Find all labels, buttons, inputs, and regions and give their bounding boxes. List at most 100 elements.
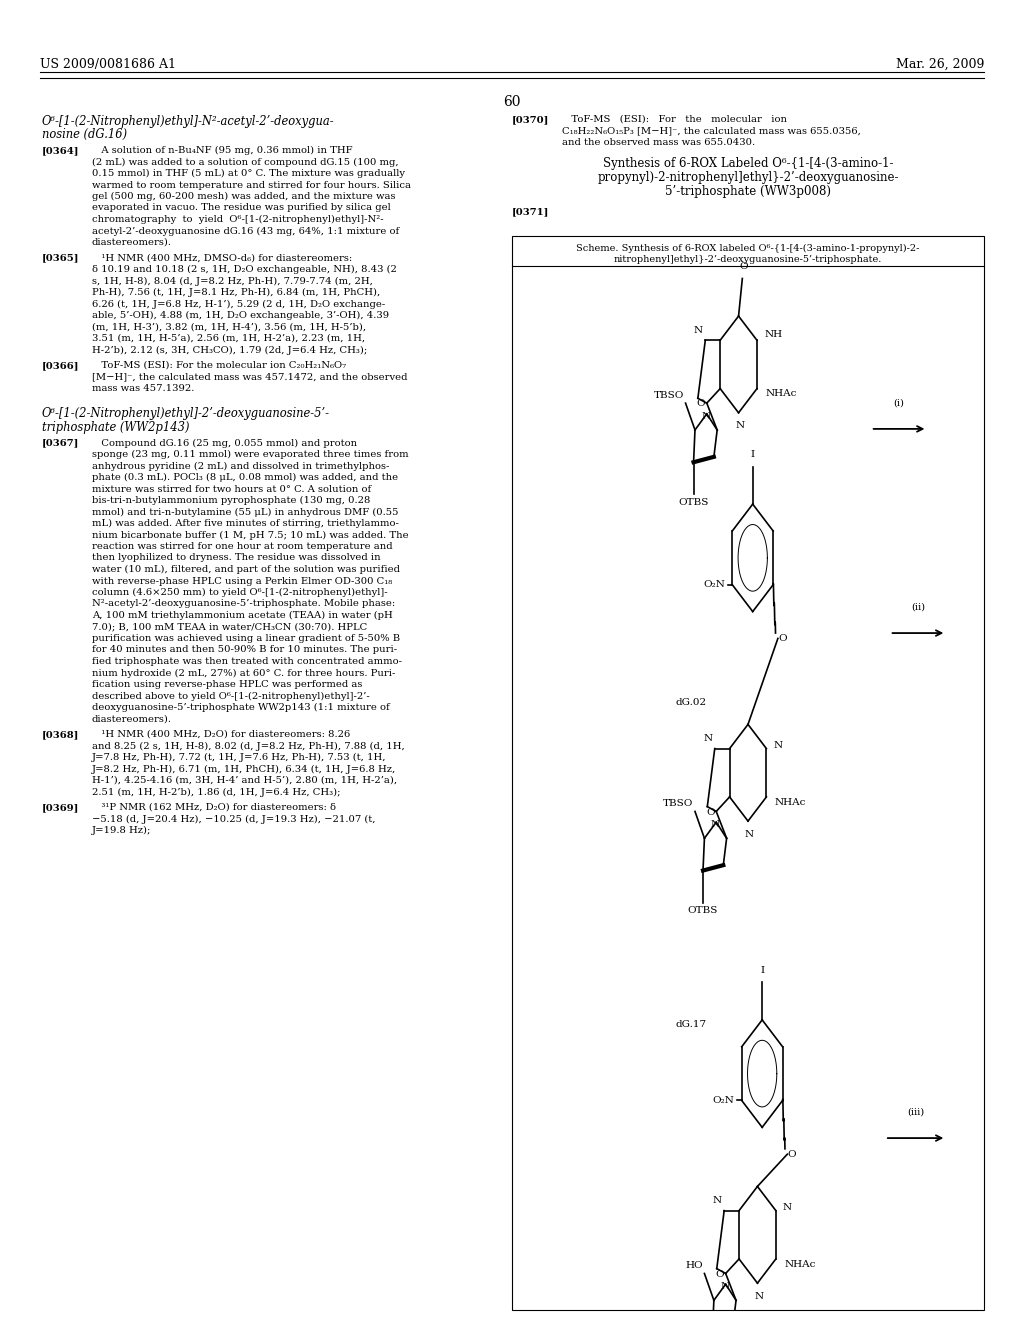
Text: water (10 mL), filtered, and part of the solution was purified: water (10 mL), filtered, and part of the… (92, 565, 400, 574)
Text: propynyl)-2-nitrophenyl]ethyl}-2’-deoxyguanosine-: propynyl)-2-nitrophenyl]ethyl}-2’-deoxyg… (597, 172, 899, 185)
Text: 2.51 (m, 1H, H-2’b), 1.86 (d, 1H, J=6.4 Hz, CH₃);: 2.51 (m, 1H, H-2’b), 1.86 (d, 1H, J=6.4 … (92, 788, 341, 797)
Text: TBSO: TBSO (653, 391, 684, 400)
Text: [0367]: [0367] (42, 438, 80, 447)
Text: [0368]: [0368] (42, 730, 80, 739)
Text: N: N (744, 830, 754, 838)
Text: able, 5’-OH), 4.88 (m, 1H, D₂O exchangeable, 3’-OH), 4.39: able, 5’-OH), 4.88 (m, 1H, D₂O exchangea… (92, 312, 389, 321)
Text: [0371]: [0371] (512, 207, 549, 216)
Text: OTBS: OTBS (678, 498, 709, 507)
Text: A solution of n-Bu₄NF (95 mg, 0.36 mmol) in THF: A solution of n-Bu₄NF (95 mg, 0.36 mmol)… (92, 147, 352, 156)
Text: diastereomers).: diastereomers). (92, 238, 172, 247)
Text: dG.02: dG.02 (676, 697, 707, 706)
Text: deoxyguanosine-5’-triphosphate WW2p143 (1:1 mixture of: deoxyguanosine-5’-triphosphate WW2p143 (… (92, 704, 390, 711)
Text: Ph-H), 7.56 (t, 1H, J=8.1 Hz, Ph-H), 6.84 (m, 1H, PhCH),: Ph-H), 7.56 (t, 1H, J=8.1 Hz, Ph-H), 6.8… (92, 288, 380, 297)
Text: diastereomers).: diastereomers). (92, 714, 172, 723)
Text: [0369]: [0369] (42, 803, 80, 812)
Text: [0366]: [0366] (42, 360, 80, 370)
Text: [0370]: [0370] (512, 115, 549, 124)
Text: s, 1H, H-8), 8.04 (d, J=8.2 Hz, Ph-H), 7.79-7.74 (m, 2H,: s, 1H, H-8), 8.04 (d, J=8.2 Hz, Ph-H), 7… (92, 276, 373, 285)
Text: dG.17: dG.17 (676, 1020, 707, 1028)
Text: mass was 457.1392.: mass was 457.1392. (92, 384, 195, 393)
Text: evaporated in vacuo. The residue was purified by silica gel: evaporated in vacuo. The residue was pur… (92, 203, 391, 213)
Text: 60: 60 (503, 95, 521, 110)
Text: 7.0); B, 100 mM TEAA in water/CH₃CN (30:70). HPLC: 7.0); B, 100 mM TEAA in water/CH₃CN (30:… (92, 623, 368, 631)
FancyBboxPatch shape (512, 235, 984, 1309)
Text: warmed to room temperature and stirred for four hours. Silica: warmed to room temperature and stirred f… (92, 181, 411, 190)
Text: 5’-triphosphate (WW3p008): 5’-triphosphate (WW3p008) (665, 186, 831, 198)
Text: ¹H NMR (400 MHz, D₂O) for diastereomers: 8.26: ¹H NMR (400 MHz, D₂O) for diastereomers:… (92, 730, 350, 739)
Text: NHAc: NHAc (775, 797, 806, 807)
Text: O: O (696, 400, 706, 408)
Text: Mar. 26, 2009: Mar. 26, 2009 (896, 58, 984, 71)
Text: N: N (701, 412, 711, 421)
Text: acetyl-2’-deoxyguanosine dG.16 (43 mg, 64%, 1:1 mixture of: acetyl-2’-deoxyguanosine dG.16 (43 mg, 6… (92, 227, 399, 236)
Text: (iii): (iii) (907, 1107, 924, 1117)
Text: column (4.6×250 mm) to yield O⁶-[1-(2-nitrophenyl)ethyl]-: column (4.6×250 mm) to yield O⁶-[1-(2-ni… (92, 587, 388, 597)
Text: O: O (716, 1270, 724, 1279)
Text: O: O (778, 634, 787, 643)
Text: Synthesis of 6-ROX Labeled O⁶-{1-[4-(3-amino-1-: Synthesis of 6-ROX Labeled O⁶-{1-[4-(3-a… (603, 157, 893, 170)
Text: O: O (739, 261, 748, 271)
Text: O: O (787, 1150, 797, 1159)
Text: A, 100 mM triethylammonium acetate (TEAA) in water (pH: A, 100 mM triethylammonium acetate (TEAA… (92, 611, 393, 620)
Text: HO: HO (685, 1261, 703, 1270)
Text: ¹H NMR (400 MHz, DMSO-d₆) for diastereomers:: ¹H NMR (400 MHz, DMSO-d₆) for diastereom… (92, 253, 352, 263)
Text: ToF-MS   (ESI):   For   the   molecular   ion: ToF-MS (ESI): For the molecular ion (562, 115, 787, 124)
Text: 6.26 (t, 1H, J=6.8 Hz, H-1’), 5.29 (2 d, 1H, D₂O exchange-: 6.26 (t, 1H, J=6.8 Hz, H-1’), 5.29 (2 d,… (92, 300, 385, 309)
Text: H-2’b), 2.12 (s, 3H, CH₃CO), 1.79 (2d, J=6.4 Hz, CH₃);: H-2’b), 2.12 (s, 3H, CH₃CO), 1.79 (2d, J… (92, 346, 368, 355)
Text: H-1’), 4.25-4.16 (m, 3H, H-4’ and H-5’), 2.80 (m, 1H, H-2’a),: H-1’), 4.25-4.16 (m, 3H, H-4’ and H-5’),… (92, 776, 397, 785)
Text: mixture was stirred for two hours at 0° C. A solution of: mixture was stirred for two hours at 0° … (92, 484, 372, 494)
Text: purification was achieved using a linear gradient of 5-50% B: purification was achieved using a linear… (92, 634, 400, 643)
Text: OTBS: OTBS (688, 906, 718, 915)
Text: N: N (735, 421, 744, 430)
Text: (i): (i) (894, 399, 904, 408)
Text: bis-tri-n-butylammonium pyrophosphate (130 mg, 0.28: bis-tri-n-butylammonium pyrophosphate (1… (92, 496, 371, 506)
Text: fication using reverse-phase HPLC was performed as: fication using reverse-phase HPLC was pe… (92, 680, 362, 689)
Text: triphosphate (WW2p143): triphosphate (WW2p143) (42, 421, 189, 433)
Text: nosine (dG.16): nosine (dG.16) (42, 128, 127, 141)
Text: 3.51 (m, 1H, H-5’a), 2.56 (m, 1H, H-2’a), 2.23 (m, 1H,: 3.51 (m, 1H, H-5’a), 2.56 (m, 1H, H-2’a)… (92, 334, 366, 343)
Text: 0.15 mmol) in THF (5 mL) at 0° C. The mixture was gradually: 0.15 mmol) in THF (5 mL) at 0° C. The mi… (92, 169, 406, 178)
Text: N²-acetyl-2’-deoxyguanosine-5’-triphosphate. Mobile phase:: N²-acetyl-2’-deoxyguanosine-5’-triphosph… (92, 599, 395, 609)
Text: O₂N: O₂N (703, 581, 725, 589)
Text: −5.18 (d, J=20.4 Hz), −10.25 (d, J=19.3 Hz), −21.07 (t,: −5.18 (d, J=20.4 Hz), −10.25 (d, J=19.3 … (92, 814, 376, 824)
Text: with reverse-phase HPLC using a Perkin Elmer OD-300 C₁₈: with reverse-phase HPLC using a Perkin E… (92, 577, 392, 586)
Text: δ 10.19 and 10.18 (2 s, 1H, D₂O exchangeable, NH), 8.43 (2: δ 10.19 and 10.18 (2 s, 1H, D₂O exchange… (92, 265, 397, 275)
Text: then lyophilized to dryness. The residue was dissolved in: then lyophilized to dryness. The residue… (92, 553, 381, 562)
Text: ³¹P NMR (162 MHz, D₂O) for diastereomers: δ: ³¹P NMR (162 MHz, D₂O) for diastereomers… (92, 803, 336, 812)
Text: ToF-MS (ESI): For the molecular ion C₂₀H₂₁N₆O₇: ToF-MS (ESI): For the molecular ion C₂₀H… (92, 360, 346, 370)
Text: C₁₈H₂₂N₆O₁₅P₃ [M−H]⁻, the calculated mass was 655.0356,: C₁₈H₂₂N₆O₁₅P₃ [M−H]⁻, the calculated mas… (562, 127, 861, 136)
Text: mmol) and tri-n-butylamine (55 μL) in anhydrous DMF (0.55: mmol) and tri-n-butylamine (55 μL) in an… (92, 507, 398, 516)
Text: NHAc: NHAc (766, 389, 797, 399)
Text: described above to yield O⁶-[1-(2-nitrophenyl)ethyl]-2’-: described above to yield O⁶-[1-(2-nitrop… (92, 692, 370, 701)
Text: NH: NH (764, 330, 782, 339)
Text: N: N (694, 326, 702, 335)
Text: I: I (760, 966, 764, 974)
Text: O₂N: O₂N (713, 1096, 734, 1105)
Text: N: N (720, 1282, 729, 1291)
Text: for 40 minutes and then 50-90% B for 10 minutes. The puri-: for 40 minutes and then 50-90% B for 10 … (92, 645, 397, 655)
Text: (m, 1H, H-3’), 3.82 (m, 1H, H-4’), 3.56 (m, 1H, H-5’b),: (m, 1H, H-3’), 3.82 (m, 1H, H-4’), 3.56 … (92, 322, 367, 331)
Text: mL) was added. After five minutes of stirring, triethylammo-: mL) was added. After five minutes of sti… (92, 519, 399, 528)
Text: US 2009/0081686 A1: US 2009/0081686 A1 (40, 58, 176, 71)
Text: fied triphosphate was then treated with concentrated ammo-: fied triphosphate was then treated with … (92, 657, 402, 667)
Text: anhydrous pyridine (2 mL) and dissolved in trimethylphos-: anhydrous pyridine (2 mL) and dissolved … (92, 462, 389, 471)
Text: N: N (703, 734, 713, 743)
Text: O: O (707, 808, 715, 817)
Text: and the observed mass was 655.0430.: and the observed mass was 655.0430. (562, 139, 755, 147)
Text: nitrophenyl]ethyl}-2’-deoxyguanosine-5’-triphosphate.: nitrophenyl]ethyl}-2’-deoxyguanosine-5’-… (613, 255, 883, 264)
Text: phate (0.3 mL). POCl₃ (8 μL, 0.08 mmol) was added, and the: phate (0.3 mL). POCl₃ (8 μL, 0.08 mmol) … (92, 473, 398, 482)
Text: N: N (755, 1292, 764, 1300)
Text: nium bicarbonate buffer (1 M, pH 7.5; 10 mL) was added. The: nium bicarbonate buffer (1 M, pH 7.5; 10… (92, 531, 409, 540)
Text: N: N (773, 741, 782, 750)
Text: N: N (783, 1203, 792, 1212)
Text: O⁶-[1-(2-Nitrophenyl)ethyl]-2’-deoxyguanosine-5’-: O⁶-[1-(2-Nitrophenyl)ethyl]-2’-deoxyguan… (42, 408, 330, 421)
Text: Compound dG.16 (25 mg, 0.055 mmol) and proton: Compound dG.16 (25 mg, 0.055 mmol) and p… (92, 438, 357, 447)
Text: sponge (23 mg, 0.11 mmol) were evaporated three times from: sponge (23 mg, 0.11 mmol) were evaporate… (92, 450, 409, 459)
Text: NHAc: NHAc (784, 1259, 816, 1269)
Text: reaction was stirred for one hour at room temperature and: reaction was stirred for one hour at roo… (92, 543, 392, 550)
Text: nium hydroxide (2 mL, 27%) at 60° C. for three hours. Puri-: nium hydroxide (2 mL, 27%) at 60° C. for… (92, 668, 395, 677)
Text: gel (500 mg, 60-200 mesh) was added, and the mixture was: gel (500 mg, 60-200 mesh) was added, and… (92, 191, 395, 201)
Text: J=8.2 Hz, Ph-H), 6.71 (m, 1H, PhCH), 6.34 (t, 1H, J=6.8 Hz,: J=8.2 Hz, Ph-H), 6.71 (m, 1H, PhCH), 6.3… (92, 764, 396, 774)
Text: (2 mL) was added to a solution of compound dG.15 (100 mg,: (2 mL) was added to a solution of compou… (92, 157, 398, 166)
